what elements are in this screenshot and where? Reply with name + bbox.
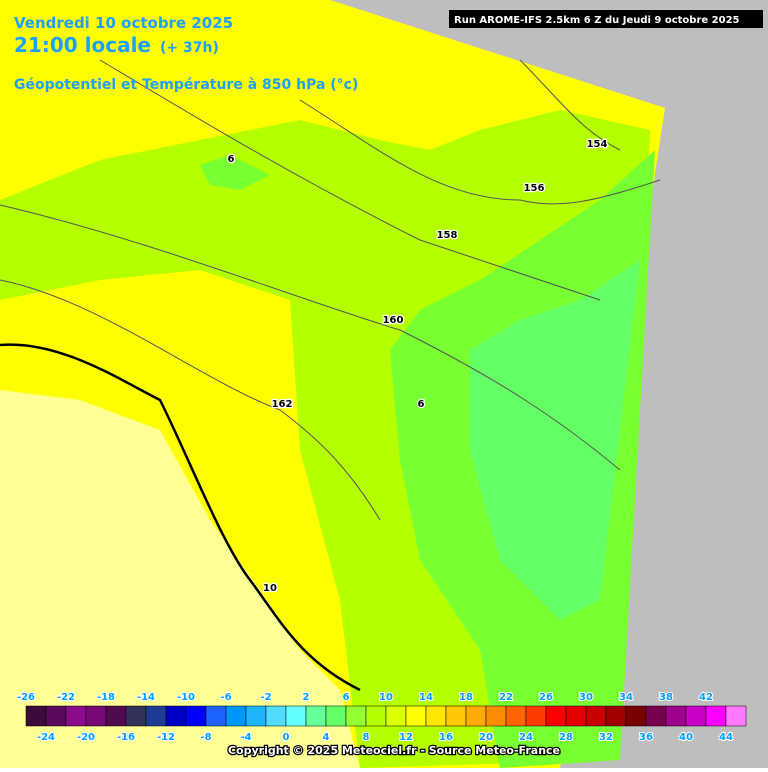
colorbar-cell xyxy=(625,705,647,727)
contour-label: 158 xyxy=(437,230,458,241)
colorbar-label: -24 xyxy=(37,732,55,743)
colorbar-label: 36 xyxy=(639,732,653,743)
colorbar-cell xyxy=(145,705,167,727)
colorbar-cell xyxy=(85,705,107,727)
colorbar-cell xyxy=(345,705,367,727)
colorbar-label: 4 xyxy=(323,732,330,743)
colorbar-label: -26 xyxy=(17,692,35,703)
colorbar-cell xyxy=(265,705,287,727)
colorbar-cell xyxy=(165,705,187,727)
patch xyxy=(200,155,270,190)
colorbar-cell xyxy=(305,705,327,727)
colorbar-cell xyxy=(685,705,707,727)
colorbar-label: 24 xyxy=(519,732,533,743)
cool-region xyxy=(0,390,360,768)
colorbar-label: 30 xyxy=(579,692,593,703)
colorbar-label: -20 xyxy=(77,732,95,743)
date: Vendredi 10 octobre 2025 xyxy=(14,14,233,32)
colorbar-label: 38 xyxy=(659,692,673,703)
colorbar-label: 34 xyxy=(619,692,633,703)
colorbar-cell xyxy=(245,705,267,727)
contour-label: 6 xyxy=(228,154,235,165)
colorbar-cell xyxy=(425,705,447,727)
colorbar-cell xyxy=(545,705,567,727)
colorbar-cell xyxy=(565,705,587,727)
colorbar-label: 10 xyxy=(379,692,393,703)
colorbar-cell xyxy=(505,705,527,727)
contour-label: 160 xyxy=(383,315,404,326)
colorbar-label: 8 xyxy=(363,732,370,743)
colorbar-label: 6 xyxy=(343,692,350,703)
colorbar-cell xyxy=(65,705,87,727)
border xyxy=(0,343,361,692)
colorbar-label: 22 xyxy=(499,692,513,703)
colorbar-label: 28 xyxy=(559,732,573,743)
colorbar-cell xyxy=(45,705,67,727)
colorbar-cell xyxy=(405,705,427,727)
colorbar-label: -18 xyxy=(97,692,115,703)
colorbar-cell xyxy=(385,705,407,727)
colorbar-cell xyxy=(665,705,687,727)
colorbar-label: -4 xyxy=(240,732,251,743)
contour-label: 156 xyxy=(524,183,545,194)
colorbar-cell xyxy=(205,705,227,727)
colorbar-label: 26 xyxy=(539,692,553,703)
colorbar-cell xyxy=(585,705,607,727)
colorbar-label: -14 xyxy=(137,692,155,703)
run-box xyxy=(449,10,763,28)
colorbar-cell xyxy=(105,705,127,727)
colorbar-label: 16 xyxy=(439,732,453,743)
colorbar-label: 2 xyxy=(303,692,310,703)
colorbar-label: 18 xyxy=(459,692,473,703)
colorbar-cell xyxy=(225,705,247,727)
yellow-north xyxy=(0,0,665,150)
lead: (+ 37h) xyxy=(160,40,219,56)
colorbar-label: 40 xyxy=(679,732,693,743)
colorbar-cell xyxy=(725,705,747,727)
field: Géopotentiel et Température à 850 hPa (°… xyxy=(14,77,358,93)
contour-label: 6 xyxy=(418,399,425,410)
colorbar-label: -6 xyxy=(220,692,231,703)
colorbar-label: -22 xyxy=(57,692,75,703)
contours xyxy=(0,59,661,521)
colorbar-cell xyxy=(705,705,727,727)
colorbar-cell xyxy=(525,705,547,727)
colorbar-cell xyxy=(605,705,627,727)
colorbar-cell xyxy=(445,705,467,727)
colorbar-cell xyxy=(185,705,207,727)
colorbar-cell xyxy=(285,705,307,727)
colorbar-cell xyxy=(125,705,147,727)
colorbar-label: 42 xyxy=(699,692,713,703)
colorbar-label: -2 xyxy=(260,692,271,703)
colorbar-cell xyxy=(645,705,667,727)
contour-label: 10 xyxy=(263,583,277,594)
colorbar-label: 0 xyxy=(283,732,290,743)
contour-label: 162 xyxy=(272,399,293,410)
colorbar-label: -16 xyxy=(117,732,135,743)
run: Run AROME-IFS 2.5km 6 Z du Jeudi 9 octob… xyxy=(454,15,740,26)
band-4-6 xyxy=(470,260,640,620)
colorbar-cell xyxy=(465,705,487,727)
colorbar-label: -10 xyxy=(177,692,195,703)
copyright: Copyright © 2025 Meteociel.fr - Source M… xyxy=(228,744,560,757)
colorbar-label: -12 xyxy=(157,732,175,743)
colorbar-label: 14 xyxy=(419,692,433,703)
time: 21:00 locale xyxy=(14,33,151,57)
colorbar-label: 44 xyxy=(719,732,733,743)
colorbar-cell xyxy=(485,705,507,727)
colorbar-label: -8 xyxy=(200,732,211,743)
colorbar-cell xyxy=(325,705,347,727)
contour-label: 154 xyxy=(587,139,608,150)
colorbar-cell xyxy=(25,705,47,727)
colorbar-cell xyxy=(365,705,387,727)
colorbar-label: 32 xyxy=(599,732,613,743)
colorbar-label: 20 xyxy=(479,732,493,743)
colorbar-label: 12 xyxy=(399,732,413,743)
